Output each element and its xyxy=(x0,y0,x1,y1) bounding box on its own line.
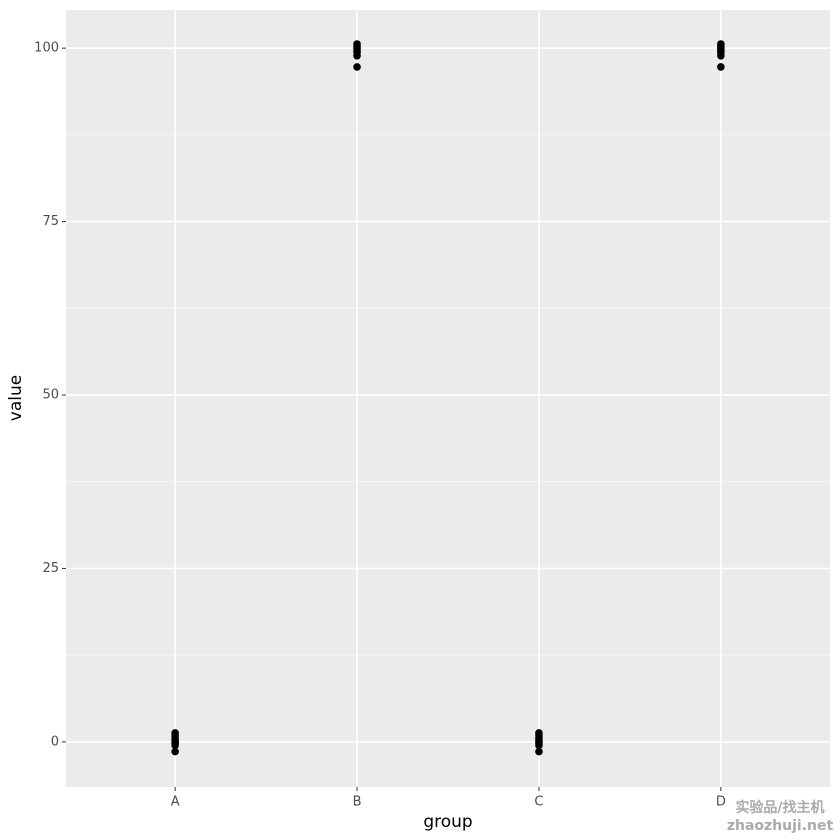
x-axis-title: group xyxy=(423,812,472,832)
watermark: zhaozhuji.net xyxy=(727,818,834,834)
y-tick-label: 50 xyxy=(42,388,59,403)
x-tick-label: B xyxy=(353,795,362,810)
point xyxy=(717,51,725,60)
panel xyxy=(66,10,830,787)
y-tick-label: 0 xyxy=(51,734,59,749)
point xyxy=(171,741,179,750)
point xyxy=(535,747,543,756)
y-tick-label: 100 xyxy=(34,41,59,56)
y-tick-label: 75 xyxy=(42,214,59,229)
x-tick-label: C xyxy=(534,795,543,810)
point xyxy=(717,63,725,71)
y-axis-title: value xyxy=(6,375,26,421)
x-tick-label: A xyxy=(171,795,180,810)
point xyxy=(171,747,179,756)
y-tick-label: 25 xyxy=(42,561,59,576)
x-tick-label: D xyxy=(716,795,726,810)
watermark: 实验品/找主机 xyxy=(735,799,824,816)
point xyxy=(353,51,361,60)
point xyxy=(353,63,361,71)
point xyxy=(535,741,543,750)
